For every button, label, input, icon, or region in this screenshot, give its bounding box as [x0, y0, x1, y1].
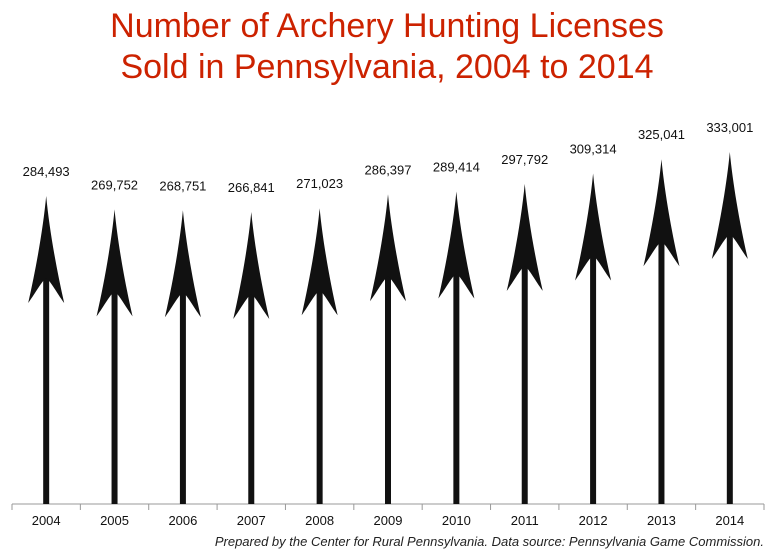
arrowhead [301, 208, 338, 316]
arrow-shaft [248, 252, 255, 504]
arrowhead [370, 194, 406, 302]
x-tick-label: 2009 [374, 513, 403, 528]
arrowhead [233, 212, 270, 319]
arrow-shaft [726, 192, 733, 504]
x-tick-label: 2004 [32, 513, 61, 528]
arrow-shaft [453, 231, 460, 504]
x-tick-label: 2011 [511, 513, 539, 528]
arrow-shaft [385, 234, 391, 504]
arrowhead [643, 159, 680, 267]
source-footnote: Prepared by the Center for Rural Pennsyl… [214, 534, 764, 549]
arrowhead [438, 191, 475, 299]
arrow-shaft [658, 199, 665, 504]
arrow-shaft [111, 249, 118, 504]
x-tick-label: 2012 [579, 513, 608, 528]
arrowhead [575, 173, 612, 281]
chart-title: Number of Archery Hunting Licenses Sold … [0, 6, 774, 88]
arrow-shaft [43, 235, 50, 505]
arrowhead [28, 195, 65, 303]
x-tick-label: 2007 [237, 513, 266, 528]
chart-title-line-1: Number of Archery Hunting Licenses [110, 7, 664, 45]
arrow-shaft [316, 248, 323, 504]
data-label: 269,752 [91, 177, 138, 192]
data-label: 297,792 [501, 152, 548, 167]
chart-title-line-2: Sold in Pennsylvania, 2004 to 2014 [120, 48, 654, 86]
x-tick-label: 2013 [647, 513, 676, 528]
x-tick-label: 2006 [168, 513, 197, 528]
arrow-shaft [590, 213, 597, 504]
x-tick-label: 2005 [100, 513, 129, 528]
arrowhead [96, 209, 133, 317]
data-label: 268,751 [159, 178, 206, 193]
data-label: 284,493 [23, 164, 70, 179]
data-label: 266,841 [228, 180, 275, 195]
arrowhead [711, 152, 748, 259]
arrowhead [506, 183, 543, 291]
data-label: 309,314 [570, 141, 617, 156]
x-tick-label: 2008 [305, 513, 334, 528]
data-label: 286,397 [365, 162, 412, 177]
arrow-shaft [179, 250, 186, 504]
data-label: 325,041 [638, 127, 685, 142]
arrowhead [164, 210, 201, 318]
data-label: 333,001 [706, 120, 753, 135]
x-tick-label: 2014 [715, 513, 744, 528]
data-label: 289,414 [433, 160, 480, 175]
data-label: 271,023 [296, 176, 343, 191]
arrow-shaft [521, 223, 528, 504]
x-tick-label: 2010 [442, 513, 471, 528]
